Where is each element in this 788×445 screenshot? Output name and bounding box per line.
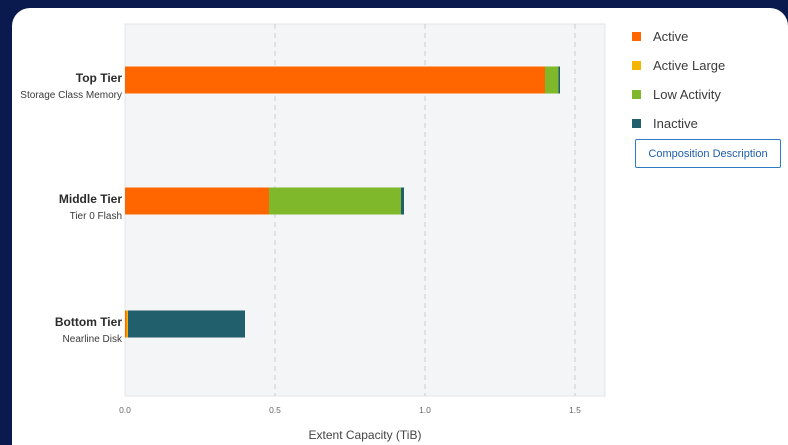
bar-active [125,187,269,215]
bar-low-activity [545,66,559,94]
bar-low-activity [269,187,401,215]
category-label: Top Tier [76,71,123,85]
legend-label-inactive: Inactive [653,116,698,131]
legend: Active Active Large Low Activity Inactiv… [632,22,725,138]
legend-label-active-large: Active Large [653,58,726,73]
category-sublabel: Tier 0 Flash [70,211,122,222]
legend-item-inactive[interactable]: Inactive [632,109,725,138]
category-sublabel: Nearline Disk [63,334,123,345]
extent-capacity-chart: 0.0 0.5 1.0 1.5 Extent Capacity (TiB) Top Tie… [20,23,606,442]
legend-item-low-activity[interactable]: Low Activity [632,80,725,109]
legend-swatch-active [632,32,641,41]
bar-inactive [401,187,404,215]
x-axis-title: Extent Capacity (TiB) [309,428,422,442]
x-tick-label: 0.5 [269,405,281,415]
legend-swatch-active-large [632,61,641,70]
x-tick-label: 1.5 [569,405,581,415]
x-tick-label: 0.0 [119,405,131,415]
composition-description-button[interactable]: Composition Description [635,139,781,168]
category-sublabel: Storage Class Memory [20,90,122,101]
legend-label-low-activity: Low Activity [653,87,721,102]
bar-inactive [558,66,560,94]
legend-swatch-inactive [632,119,641,128]
legend-swatch-low-activity [632,90,641,99]
bar-active [125,66,545,94]
bar-inactive [128,310,245,338]
x-tick-label: 1.0 [419,405,431,415]
legend-label-active: Active [653,29,689,44]
category-label: Bottom Tier [55,315,122,329]
legend-item-active-large[interactable]: Active Large [632,51,725,80]
legend-item-active[interactable]: Active [632,22,725,51]
category-label: Middle Tier [59,192,122,206]
bar-active-large [126,310,128,338]
chart-card: 0.0 0.5 1.0 1.5 Extent Capacity (TiB) Top Tie… [12,8,788,445]
bar-active [125,310,127,338]
